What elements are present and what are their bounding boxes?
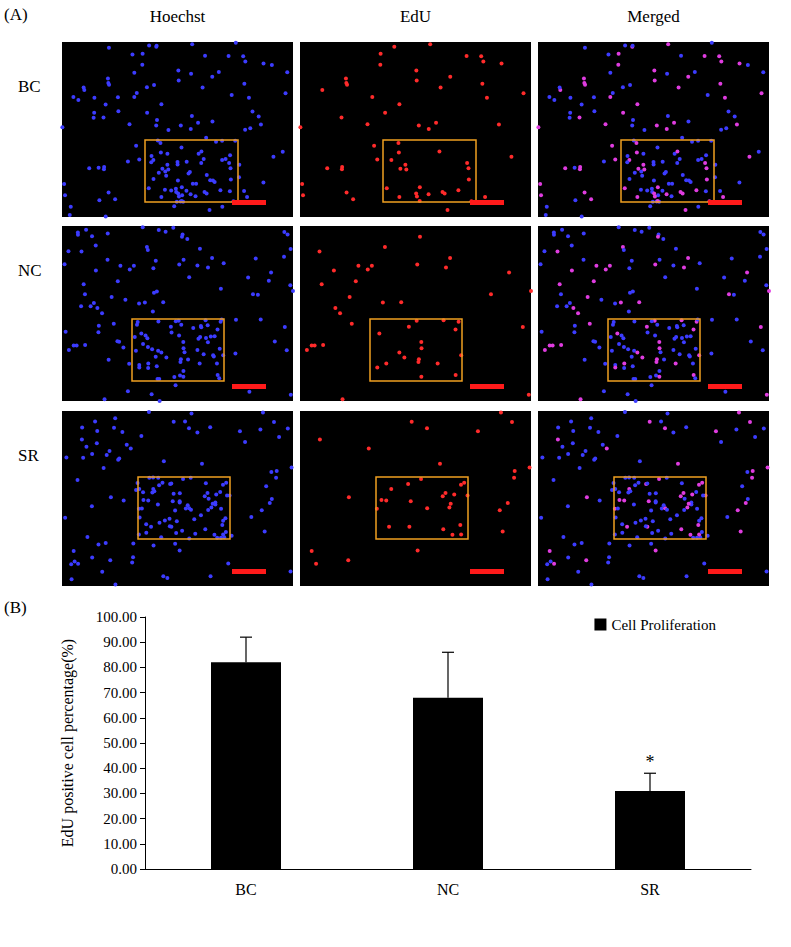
- svg-text:60.00: 60.00: [103, 710, 137, 726]
- svg-text:(A): (A): [4, 5, 28, 24]
- svg-text:50.00: 50.00: [103, 735, 137, 751]
- svg-text:0.00: 0.00: [111, 861, 137, 877]
- svg-text:90.00: 90.00: [103, 634, 137, 650]
- svg-text:100.00: 100.00: [96, 609, 137, 625]
- svg-text:30.00: 30.00: [103, 785, 137, 801]
- svg-text:SR: SR: [640, 881, 660, 898]
- svg-text:*: *: [646, 752, 655, 772]
- svg-text:Merged: Merged: [627, 7, 680, 26]
- svg-text:NC: NC: [437, 881, 459, 898]
- svg-text:SR: SR: [18, 446, 39, 465]
- svg-text:EdU: EdU: [400, 7, 431, 26]
- svg-text:Cell Proliferation: Cell Proliferation: [611, 617, 716, 633]
- svg-text:NC: NC: [18, 261, 42, 280]
- svg-text:40.00: 40.00: [103, 760, 137, 776]
- html-text:(B): (B): [4, 598, 27, 617]
- svg-text:80.00: 80.00: [103, 659, 137, 675]
- svg-text:20.00: 20.00: [103, 811, 137, 827]
- svg-text:EdU positive cell percentage(%: EdU positive cell percentage(%): [59, 639, 77, 847]
- svg-text:70.00: 70.00: [103, 685, 137, 701]
- svg-text:BC: BC: [18, 77, 41, 96]
- svg-text:Hoechst: Hoechst: [150, 7, 206, 26]
- svg-text:10.00: 10.00: [103, 836, 137, 852]
- svg-text:BC: BC: [235, 881, 256, 898]
